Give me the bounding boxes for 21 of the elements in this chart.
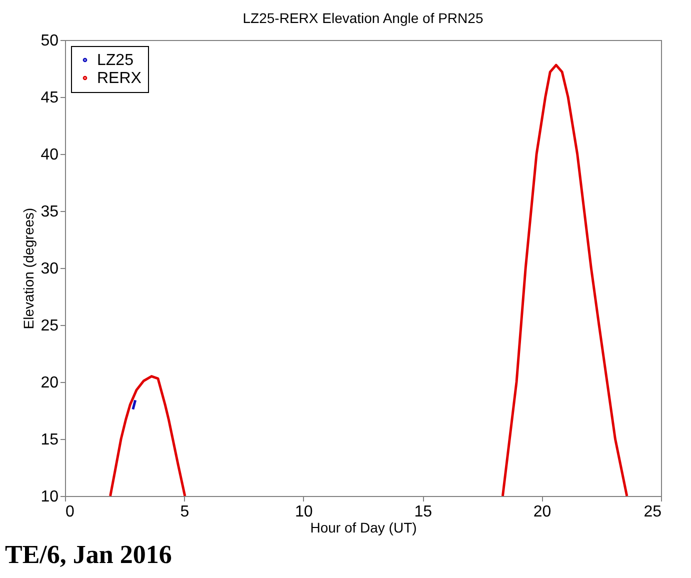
y-tick-label: 30 [40,260,59,278]
text: TE/6, Jan 2016 [5,540,172,569]
y-tick-label: 15 [40,432,59,448]
x-tick-label: 25 [644,504,662,520]
x-tick-label: 0 [66,504,74,520]
x-axis-title: Hour of Day (UT) [310,520,417,536]
y-tick-label: 35 [40,204,59,220]
y-tick-label: 40 [40,146,59,164]
x-tick-label: 10 [295,504,313,520]
chart-title: LZ25-RERX Elevation Angle of PRN25 [242,10,484,26]
x-tick-label: 5 [180,504,190,520]
x-tick-label: 15 [414,504,432,520]
y-tick-label: 45 [40,90,59,106]
y-tick-label: 25 [40,318,59,334]
x-tick-label: 20 [533,504,552,520]
legend-label: LZ25 [97,52,134,69]
legend-label: RERX [97,70,142,87]
y-tick-label: 50 [40,32,59,50]
y-tick-label: 20 [40,374,59,392]
y-tick-label: 10 [40,488,59,506]
y-axis-title: Elevation (degrees) [20,208,37,330]
